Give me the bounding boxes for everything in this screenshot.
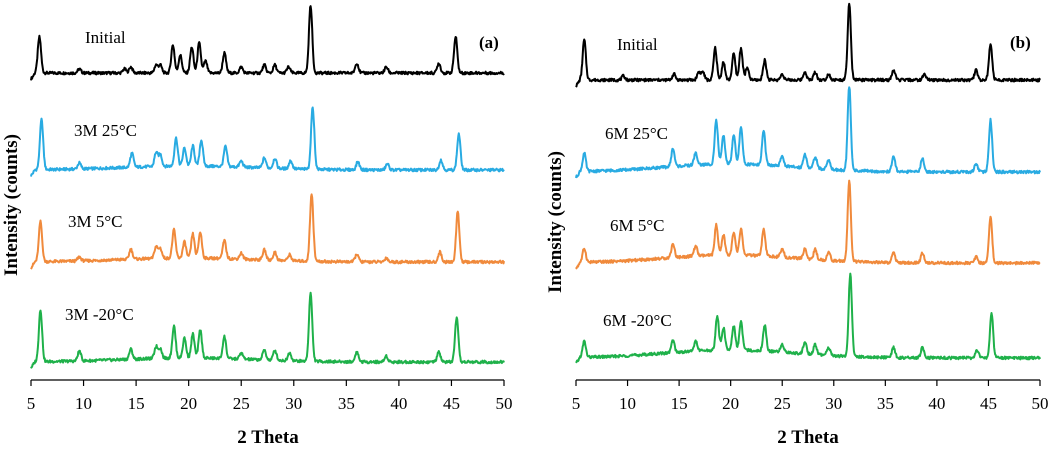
panel-tag: (a) xyxy=(479,33,499,52)
trace-label-initial: Initial xyxy=(85,28,126,47)
trace-label-3m-minus20c: 3M -20°C xyxy=(65,305,134,324)
x-tick-label-40: 40 xyxy=(928,394,945,413)
x-tick-label-45: 45 xyxy=(980,394,997,413)
x-tick-label-30: 30 xyxy=(825,394,842,413)
xrd-traces xyxy=(575,2,1041,364)
x-tick-label-5: 5 xyxy=(27,394,36,413)
series-line-initial xyxy=(30,5,505,81)
x-tick-label-5: 5 xyxy=(572,394,581,413)
x-axis-tick-labels: 5 10 15 20 25 30 35 40 45 50 xyxy=(572,394,1049,413)
trace-label-6m-5c: 6M 5°C xyxy=(610,216,665,235)
trace-label-6m-minus20c: 6M -20°C xyxy=(603,311,672,330)
xrd-traces xyxy=(30,5,505,369)
x-tick-label-35: 35 xyxy=(338,394,355,413)
series-line-3m-25c xyxy=(30,106,505,177)
panel-b: Intensity (counts) 5 10 15 20 25 30 35 40 45 50 2… xyxy=(545,2,1049,448)
x-axis-ticks xyxy=(30,380,505,386)
x-tick-label-25: 25 xyxy=(774,394,791,413)
series-line-3m-minus20c xyxy=(30,291,505,369)
x-tick-label-50: 50 xyxy=(1032,394,1049,413)
x-tick-label-10: 10 xyxy=(75,394,92,413)
x-tick-label-50: 50 xyxy=(496,394,513,413)
trace-label-6m-25c: 6M 25°C xyxy=(605,124,668,143)
x-tick-label-35: 35 xyxy=(877,394,894,413)
y-axis-title: Intensity (counts) xyxy=(1,134,22,276)
trace-label-3m-5c: 3M 5°C xyxy=(68,212,123,231)
x-axis-tick-labels: 5 10 15 20 25 30 35 40 45 50 xyxy=(27,394,513,413)
x-tick-label-10: 10 xyxy=(619,394,636,413)
trace-label-3m-25c: 3M 25°C xyxy=(74,121,137,140)
series-line-initial xyxy=(575,2,1041,88)
x-axis-title: 2 Theta xyxy=(777,427,839,448)
x-tick-label-20: 20 xyxy=(180,394,197,413)
x-tick-label-30: 30 xyxy=(285,394,302,413)
series-line-6m-5c xyxy=(575,179,1041,270)
x-tick-label-15: 15 xyxy=(128,394,145,413)
x-axis-ticks xyxy=(575,380,1041,386)
panel-tag: (b) xyxy=(1010,33,1031,52)
y-axis-title: Intensity (counts) xyxy=(545,151,566,293)
trace-label-initial: Initial xyxy=(617,35,658,54)
series-line-6m-25c xyxy=(575,86,1041,179)
x-axis-title: 2 Theta xyxy=(237,427,299,448)
x-tick-label-25: 25 xyxy=(233,394,250,413)
x-tick-label-20: 20 xyxy=(722,394,739,413)
x-tick-label-15: 15 xyxy=(671,394,688,413)
series-line-3m-5c xyxy=(30,193,505,270)
x-tick-label-45: 45 xyxy=(443,394,460,413)
x-tick-label-40: 40 xyxy=(390,394,407,413)
panel-a: Intensity (counts) 5 10 15 20 25 30 35 40 45 50 2… xyxy=(1,5,513,448)
series-line-6m-minus20c xyxy=(575,272,1041,364)
